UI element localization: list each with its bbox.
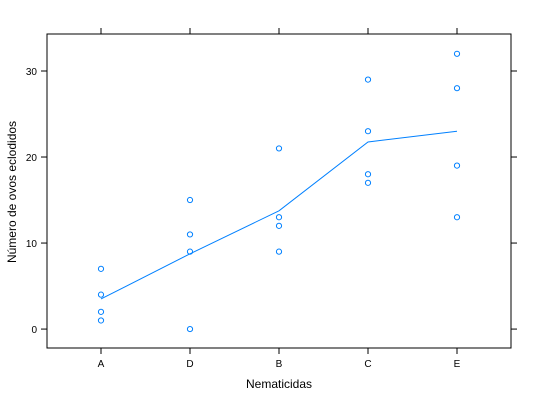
trend-line-layer	[100, 130, 458, 300]
plot-panel	[46, 33, 512, 349]
data-point	[275, 248, 283, 255]
x-tick-label: A	[98, 359, 105, 370]
data-point	[275, 145, 283, 152]
data-point	[97, 317, 105, 324]
data-point	[97, 291, 105, 298]
x-tick-label: B	[276, 359, 283, 370]
x-axis-title: Nematicidas	[246, 377, 312, 391]
y-axis: 0 10 20 30	[26, 67, 517, 336]
y-tick-label: 10	[26, 239, 38, 250]
data-point	[275, 214, 283, 221]
data-point	[453, 162, 461, 169]
y-tick-label: 20	[26, 153, 38, 164]
data-point	[186, 248, 194, 255]
y-tick-label: 30	[26, 67, 38, 78]
x-tick-label: E	[454, 359, 461, 370]
data-point	[186, 231, 194, 238]
trend-line	[100, 130, 458, 300]
plot-frame	[46, 33, 512, 349]
data-point	[364, 128, 372, 135]
data-point	[186, 325, 194, 333]
y-axis-title: Número de ovos eclodidos	[5, 121, 19, 263]
data-point	[453, 50, 461, 57]
data-point	[97, 308, 105, 315]
data-point	[453, 85, 461, 92]
x-tick-label: C	[364, 359, 371, 370]
x-tick-label: D	[186, 359, 193, 370]
y-tick-label: 0	[31, 325, 37, 336]
data-point	[186, 196, 194, 204]
data-point	[364, 179, 372, 186]
data-point	[275, 222, 283, 229]
data-point	[97, 265, 105, 272]
data-point	[364, 171, 372, 178]
data-point	[453, 214, 461, 221]
data-point	[364, 76, 372, 83]
data-points-layer	[97, 50, 461, 333]
